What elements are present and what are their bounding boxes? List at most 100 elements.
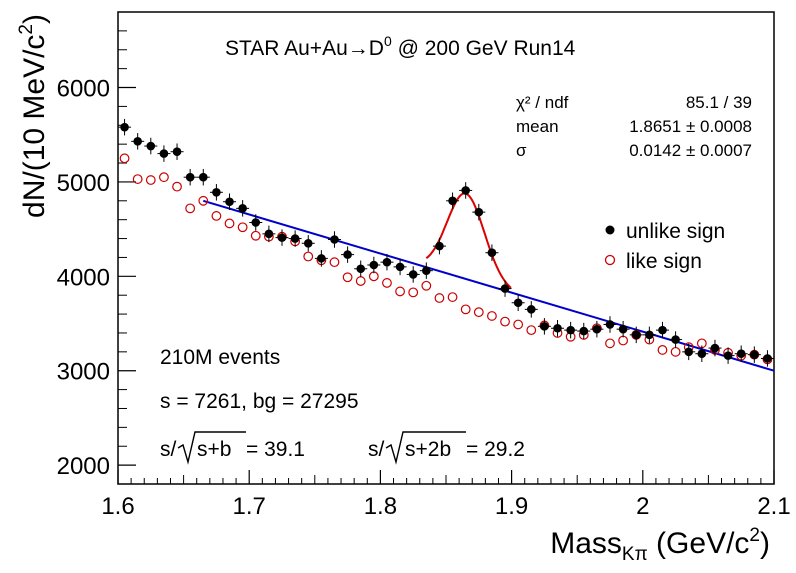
- signal-peak-fit: [425, 192, 512, 289]
- plot-frame: [117, 11, 775, 485]
- like-sign-point: [513, 319, 524, 330]
- unlike-sign-point: [356, 264, 366, 274]
- unlike-sign-point: [251, 218, 261, 227]
- like-sign-point: [224, 218, 235, 229]
- x-tick-label: 1.6: [101, 493, 134, 520]
- unlike-sign-point: [658, 325, 667, 335]
- x-axis-title: MassKπ (GeV/c2): [550, 525, 770, 565]
- unlike-sign-point: [553, 323, 562, 333]
- unlike-sign-point: [763, 354, 772, 363]
- like-sign-point: [395, 286, 405, 297]
- like-sign-point: [500, 316, 510, 327]
- like-sign-point: [368, 271, 379, 282]
- unlike-sign-point: [474, 207, 484, 217]
- like-sign-point: [237, 222, 248, 233]
- unlike-sign-point: [238, 204, 247, 213]
- unlike-sign-point: [290, 234, 300, 243]
- unlike-sign-point: [185, 172, 195, 182]
- legend: unlike sign like sign: [604, 220, 725, 273]
- significance-1: s/ s+b = 39.1: [160, 431, 305, 465]
- unlike-sign-point: [592, 324, 602, 334]
- like-sign-point: [132, 174, 143, 184]
- unlike-sign-point: [526, 305, 536, 314]
- unlike-sign-point: [277, 233, 287, 242]
- unlike-sign-point: [198, 172, 208, 182]
- unlike-sign-point: [540, 322, 549, 331]
- unlike-sign-point: [461, 186, 470, 195]
- like-sign-point: [460, 304, 471, 315]
- sig2-radicand: s+2b: [405, 438, 451, 461]
- unlike-sign-point: [330, 235, 339, 244]
- like-sign-point: [250, 230, 261, 241]
- y-axis-ticks: 2000 3000 4000 5000 6000: [57, 11, 136, 485]
- unlike-sign-point: [579, 326, 589, 336]
- x-axis-ticks: 1.6 1.7 1.8 1.9 2 2.1: [101, 470, 791, 520]
- unlike-sign-point: [750, 350, 759, 359]
- x-tick-label: 1.8: [364, 493, 397, 520]
- unlike-sign-point: [343, 250, 352, 259]
- unlike-sign-point: [133, 137, 142, 146]
- unlike-sign-point: [369, 260, 379, 270]
- unlike-sign-point: [448, 196, 457, 206]
- like-sign-point: [172, 181, 182, 192]
- data-points: [118, 118, 774, 367]
- unlike-sign-point: [710, 343, 720, 353]
- unlike-sign-point: [513, 298, 523, 308]
- y-tick-label: 3000: [57, 359, 110, 386]
- x-tick-label: 2: [636, 493, 649, 520]
- significance-2: s/ s+2b = 29.2: [368, 431, 525, 465]
- x-tick-label: 1.9: [495, 493, 528, 520]
- like-sign-point: [605, 338, 615, 349]
- unlike-sign-point: [225, 197, 234, 207]
- unlike-sign-point: [159, 149, 169, 158]
- legend-like-label: like sign: [626, 250, 702, 273]
- like-sign-point: [119, 153, 130, 164]
- unlike-sign-point: [303, 238, 313, 248]
- unlike-sign-point: [120, 122, 129, 132]
- like-sign-point: [526, 325, 537, 336]
- like-sign-point: [329, 257, 340, 268]
- like-sign-point: [198, 195, 209, 206]
- unlike-sign-point: [172, 147, 182, 157]
- like-sign-point: [185, 203, 196, 214]
- like-sign-point: [447, 292, 458, 302]
- chart-title: STAR Au+Au→D0 @ 200 GeV Run14: [225, 33, 576, 60]
- like-sign-point: [355, 276, 366, 286]
- stats-mean-value: 1.8651 ± 0.0008: [629, 117, 752, 136]
- stats-chi2-value: 85.1 / 39: [686, 93, 752, 112]
- like-sign-point: [618, 335, 629, 346]
- unlike-sign-point: [566, 325, 575, 335]
- like-sign-point: [303, 251, 314, 262]
- unlike-sign-point: [408, 270, 418, 279]
- legend-unlike-label: unlike sign: [626, 220, 725, 243]
- stats-mean-label: mean: [516, 117, 559, 136]
- events-annotation: 210M events: [160, 346, 280, 369]
- like-sign-point: [211, 211, 222, 221]
- like-sign-point: [487, 311, 497, 321]
- unlike-sign-point: [487, 248, 497, 258]
- unlike-sign-point: [317, 254, 326, 263]
- unlike-sign-point: [146, 141, 156, 151]
- signal-background-annotation: s = 7261, bg = 27295: [160, 390, 359, 413]
- unlike-sign-point: [723, 351, 733, 360]
- stats-sigma-value: 0.0142 ± 0.0007: [629, 141, 752, 160]
- unlike-sign-point: [264, 229, 274, 239]
- like-sign-point: [434, 293, 445, 303]
- unlike-sign-point: [382, 257, 392, 267]
- y-tick-label: 6000: [57, 76, 110, 103]
- sig1-prefix: s/: [160, 438, 177, 461]
- like-sign-point: [382, 278, 392, 288]
- sig1-value: = 39.1: [246, 438, 305, 461]
- sqrt-sign-1: [177, 431, 246, 465]
- sig2-value: = 29.2: [466, 438, 525, 461]
- sig2-prefix: s/: [368, 438, 385, 461]
- like-sign-point: [421, 280, 432, 291]
- unlike-sign-point: [684, 347, 694, 357]
- unlike-sign-point: [645, 330, 654, 340]
- like-sign-point: [342, 272, 353, 283]
- y-tick-label: 2000: [57, 453, 110, 480]
- unlike-sign-point: [631, 330, 641, 340]
- unlike-sign-point: [212, 188, 221, 197]
- stats-sigma-label: σ: [516, 141, 527, 160]
